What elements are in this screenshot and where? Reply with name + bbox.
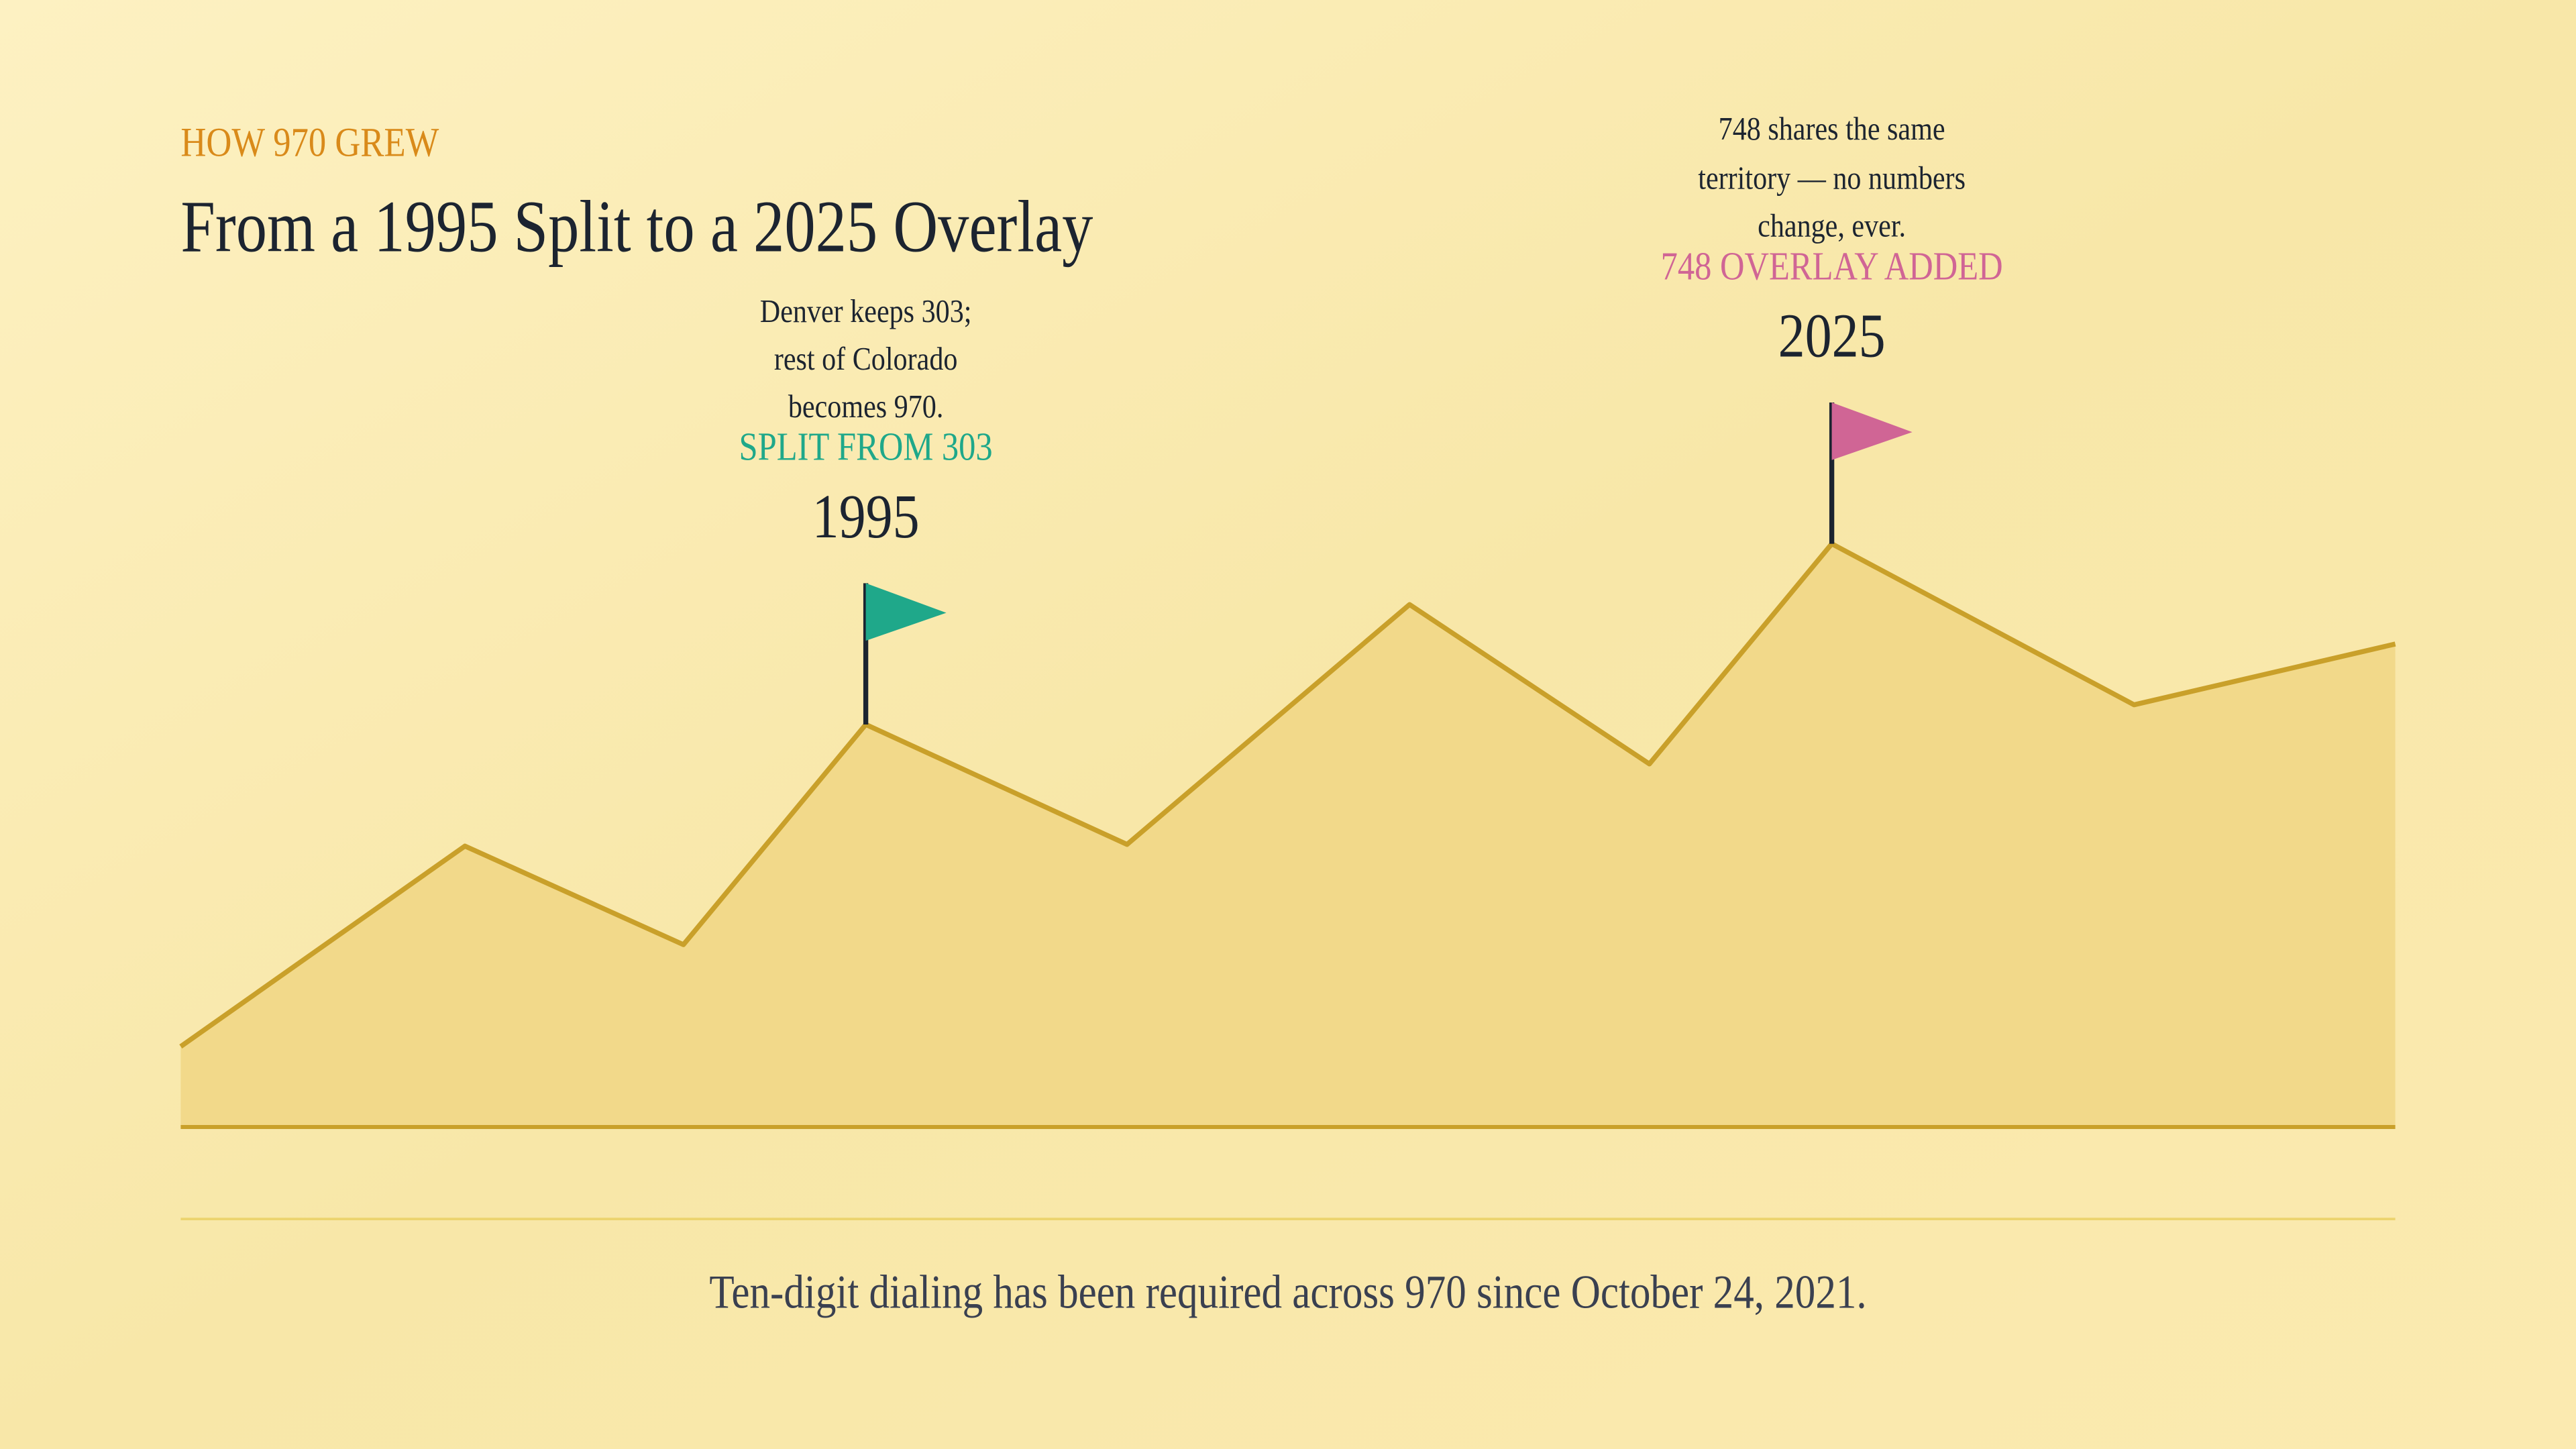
milestone-year: 2025	[1778, 301, 1886, 370]
milestone-label: SPLIT FROM 303	[739, 425, 993, 468]
milestone-note: 748 shares the same	[1719, 110, 1945, 147]
eyebrow: HOW 970 GREW	[180, 120, 439, 166]
milestone-note: change, ever.	[1758, 207, 1906, 244]
milestone: 748 shares the same territory — no numbe…	[1661, 110, 2003, 370]
milestone-year: 1995	[812, 482, 920, 551]
flag	[1831, 402, 1913, 460]
footer-note: Ten-digit dialing has been required acro…	[709, 1266, 1866, 1318]
milestone: Denver keeps 303; rest of Colorado becom…	[739, 292, 993, 551]
milestone-note: becomes 970.	[788, 388, 943, 425]
title: From a 1995 Split to a 2025 Overlay	[180, 186, 1093, 268]
flag	[865, 583, 947, 641]
milestone-note: rest of Colorado	[774, 340, 958, 377]
milestone-note: Denver keeps 303;	[760, 292, 972, 329]
milestone-label: 748 OVERLAY ADDED	[1661, 244, 2003, 288]
mountain-area	[180, 543, 2396, 1127]
milestone-note: territory — no numbers	[1698, 160, 1966, 197]
mountain-ridge	[179, 541, 2396, 1049]
